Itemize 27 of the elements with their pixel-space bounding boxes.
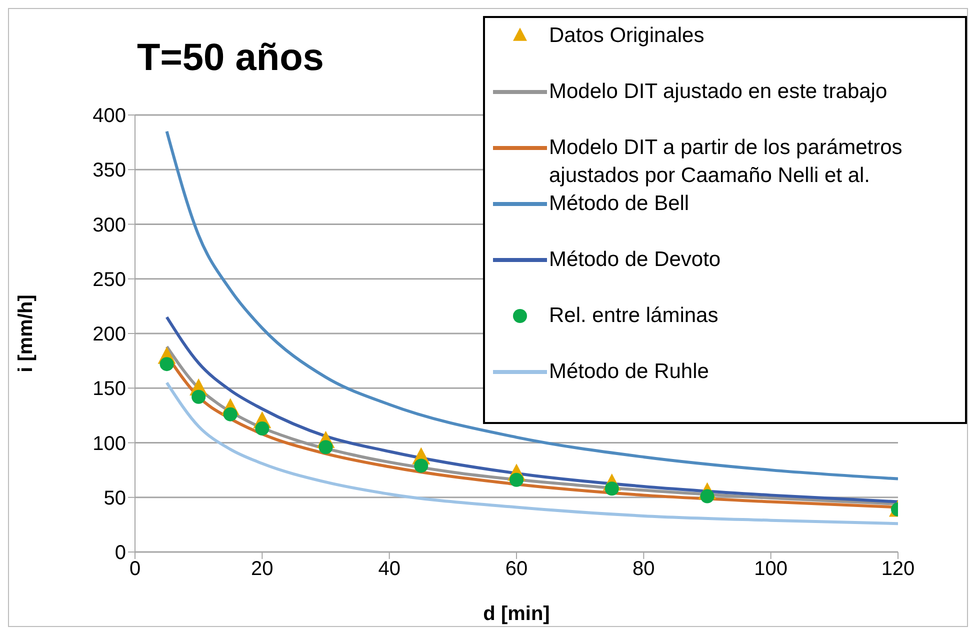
legend-label: Rel. entre láminas	[549, 303, 718, 329]
legend-label: Modelo DIT a partir de los parámetros ajustados por Caamaño Nelli et al.	[549, 135, 904, 189]
y-tick-label: 400	[92, 105, 126, 128]
y-tick-label: 350	[92, 160, 126, 182]
legend-label: Modelo DIT ajustado en este trabajo	[549, 79, 888, 105]
x-tick-label: 0	[129, 558, 141, 580]
x-tick-label: 40	[378, 558, 400, 580]
y-tick-label: 250	[92, 268, 126, 291]
legend-label: Método de Ruhle	[549, 359, 709, 385]
x-tick-label: 80	[632, 558, 655, 580]
legend-label: Datos Originales	[549, 23, 704, 49]
legend-label: Método de Devoto	[549, 247, 721, 273]
x-tick-label: 120	[881, 558, 915, 580]
x-tick-label: 100	[754, 558, 788, 580]
y-axis-title: i [mm/h]	[15, 294, 38, 372]
chart-title: T=50 años	[137, 37, 324, 80]
x-tick-label: 60	[505, 558, 528, 580]
y-tick-label: 0	[114, 542, 126, 564]
y-tick-label: 50	[104, 487, 126, 510]
y-tick-label: 100	[92, 432, 126, 455]
y-tick-label: 300	[92, 214, 126, 236]
y-tick-label: 200	[92, 324, 126, 346]
x-axis-title: d [min]	[483, 603, 550, 625]
y-tick-label: 150	[92, 378, 126, 400]
x-tick-label: 20	[251, 558, 274, 580]
legend-label: Método de Bell	[549, 191, 690, 217]
line-series	[165, 381, 898, 526]
